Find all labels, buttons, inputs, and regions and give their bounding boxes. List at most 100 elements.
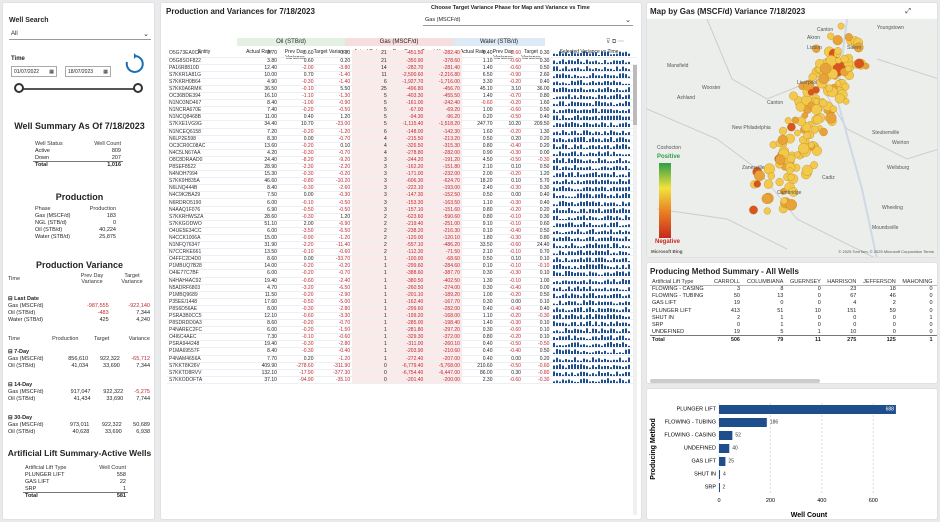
refresh-icon[interactable]	[123, 53, 145, 75]
table-row[interactable]: P4NAM4656A 7.70 0.20 -1.20 1 -272.40 -207.00 0.…	[167, 355, 637, 363]
table-row[interactable]: S7KKTD8RVV 132.10 -17.90 -377.30 0 -6,754.40-…	[167, 369, 637, 377]
table-row[interactable]: N4NOH7994 15.30 -0.30 -0.20 3 -171.00 -232.00 2…	[167, 170, 637, 179]
sparkline-bar	[565, 144, 568, 149]
time-slider-start-handle[interactable]	[14, 83, 24, 93]
period-14-day-table[interactable]: ⊟ 14-Day Gas (MSCF/d) 917,047 922,322 -5,27…	[6, 381, 152, 403]
well-map-marker	[780, 197, 788, 205]
sparkline-bar	[571, 80, 574, 85]
table-row[interactable]: N1NO3ND467 8.40 -1.00 -0.90 5 -161.00 -242.40-…	[167, 99, 637, 108]
column-header[interactable]: Artificial Lift Type	[652, 279, 694, 285]
sparkline-bar	[616, 132, 619, 135]
period-7-day-table[interactable]: ⊟ 7-Day Gas (MSCF/d) 856,610 922,322 -65,71…	[6, 348, 152, 370]
column-header[interactable]: GUERNSEY	[789, 279, 821, 285]
sparkline-bar	[577, 307, 580, 312]
table-row[interactable]: P8SDRDD0A3 8.60 -0.20 -0.70 1 -285.00 -198.40 1…	[167, 319, 637, 328]
table-row[interactable]: S7KK0A6RMK 36.50 -0.10 5.50 25 -496.80 -456.70…	[167, 85, 637, 94]
filter-icon[interactable]: ⊽ ⧉ ⋯	[606, 39, 625, 45]
table-row[interactable]: S7KKR1A81G 10.00 0.70 -1.40 11 -2,500.60 -2,21…	[167, 71, 637, 79]
table-row[interactable]: N1NCQ8468B 11.00 0.40 1.20 5 -94.30 -96.20 0.20…	[167, 113, 637, 122]
water-group-header: Water (STB/d)	[453, 38, 545, 46]
column-header[interactable]: CARROLL	[714, 279, 740, 285]
table-row[interactable]: N4HAH4AC92 19.40 -0.60 -2.40 1 -380.50 -402.50…	[167, 277, 637, 285]
period-30-day-table[interactable]: ⊟ 30-Day Gas (MSCF/d) 973,011 922,322 50,68…	[6, 414, 152, 436]
period-toggle[interactable]: ⊟ 14-Day	[8, 381, 33, 388]
sparkline-bar	[589, 138, 592, 142]
table-scrollbar[interactable]	[633, 65, 637, 515]
table-row[interactable]: OC36BDE394 16.10 -1.10 -1.30 5 -403.30 -455.50…	[167, 92, 637, 101]
table-row[interactable]: OC3CR0C08AC 13.60 -0.20 0.10 4 -326.50 -315.30…	[167, 142, 637, 150]
sparkline-bar	[604, 258, 607, 263]
table-row[interactable]: S7KKRH0B64 4.90 -0.30 -1.40 6 -1,927.70 -1,716…	[167, 78, 637, 86]
time-slider-track[interactable]	[19, 88, 139, 90]
table-row[interactable]: N1NCEQ6158 7.20 -0.20 -1.20 6 -148.00 -142.30 1…	[167, 128, 637, 136]
last-date-table[interactable]: ⊟ Last Date Gas (MSCF/d) -987,555 -922,140…	[6, 295, 152, 324]
table-row[interactable]: N4AAQ1F076 6.90 -0.50 -0.50 3 -157.10 -151.60 0…	[167, 206, 637, 214]
variance-sparkline	[551, 135, 637, 143]
table-row[interactable]: N6LNQ444B 8.40 -0.30 -2.60 3 -222.10 -193.00 2.…	[167, 184, 637, 193]
column-header[interactable]: MAHONING	[902, 279, 933, 285]
table-row[interactable]: S7KKODOFTA 37.10 -94.90 -35.10 0 -201.40 -200.…	[167, 376, 637, 384]
map-place-label: Cambridge	[777, 190, 802, 196]
table-row[interactable]: N1NCRA670E 7.40 -0.20 -0.50 5 -67.00 -69.20 1.0…	[167, 106, 637, 115]
table-row[interactable]: O4UE5E34CC 6.00 -3.50 -6.50 2 -238.20 -216.30 0…	[167, 227, 637, 235]
table-row[interactable]: O4IE77C7BF 6.00 -0.20 -0.70 1 -388.60 -387.70 0…	[167, 269, 637, 278]
sparkline-bar	[613, 90, 616, 93]
table-row[interactable]: P1MA69557F 8.40 -0.30 -0.40 1 -203.90 -210.60 0…	[167, 347, 637, 356]
sparkline-bar	[580, 239, 583, 241]
table-row: FLOWING - TUBING50130674600	[652, 293, 933, 300]
sparkline-bar	[607, 202, 610, 206]
sparkline-bar	[559, 51, 562, 57]
table-row[interactable]: P8S6D56AE 8.00 -0.30 -2.80 1 -299.60 -282.00 0.…	[167, 305, 637, 313]
well-search-dropdown[interactable]: All ⌄	[9, 29, 151, 40]
focus-mode-icon[interactable]: ⤢	[905, 8, 911, 15]
table-row[interactable]: P1MBUQ7B28 14.00 -0.20 -0.20 1 -299.60 -284.60…	[167, 262, 637, 271]
date-from-input[interactable]: 01/07/2022 ▦	[11, 66, 57, 77]
well-map-marker	[819, 99, 828, 108]
table-row[interactable]: N4CCK1006A 15.00 -0.90 -1.20 2 -120.00 -120.10…	[167, 234, 637, 243]
sparkline-bar	[610, 82, 613, 85]
table-row[interactable]: S7KKT8K26V 409.90 -278.60 -311.90 0 -6,779.40…	[167, 362, 637, 370]
table-row[interactable]: PSRA3B0CC5 12.10 -0.60 -3.30 1 -199.20 -168.00…	[167, 312, 637, 321]
table-row[interactable]: P4NAREC2FC 6.00 -0.20 -1.50 1 -281.80 -297.20 0…	[167, 326, 637, 335]
table-row[interactable]: N7CCRKE661 13.50 -0.10 -0.60 2 -112.30 -71.50 2…	[167, 248, 637, 257]
sparkline-bar	[559, 309, 562, 312]
sparkline-bar	[592, 124, 595, 128]
table-row[interactable]: P1MBQ9689 11.50 -0.20 -2.90 1 -201.10 -189.20 1…	[167, 291, 637, 299]
table-row[interactable]: N6LP2E598 8.30 0.00 -0.70 4 -215.50 -213.20 0.5…	[167, 135, 637, 143]
sparkline-bar	[592, 104, 595, 107]
table-row[interactable]: N4C5LN67AA 4.20 -0.30 -0.70 4 -278.80 -282.00 0…	[167, 149, 637, 157]
table-row[interactable]: P8SEF8522 28.90 -2.30 -2.20 3 -162.20 -151.80 2…	[167, 163, 637, 172]
table-row[interactable]: PSRA944248 19.40 -0.30 -2.80 1 -311.00 -260.10…	[167, 340, 637, 349]
table-row[interactable]: O4I6C4AEC 7.30 -0.10 -0.60 1 -329.30 -372.00 0.…	[167, 333, 637, 342]
column-header[interactable]: COLUMBIANA	[747, 279, 784, 285]
table-row[interactable]: O4FFC2D4D0 8.60 0.00 -33.70 1 -100.00 -68.60 0.…	[167, 255, 637, 264]
horizontal-scrollbar[interactable]	[650, 379, 820, 383]
table-row[interactable]: S7KXE1VG9G 34.40 10.70 -23.00 5 -1,115.40 -1,5…	[167, 120, 637, 129]
date-to-input[interactable]: 18/07/2023 ▦	[65, 66, 111, 77]
period-toggle[interactable]: ⊟ 30-Day	[8, 414, 33, 421]
table-row[interactable]: P35EE/1448 17.60 -0.50 -5.00 1 -162.40 -167.70…	[167, 298, 637, 306]
phase-dropdown[interactable]: Gas (MSCF/d) ⌄	[423, 15, 633, 26]
variance-sparkline	[551, 149, 637, 157]
table-row[interactable]: S7KK9H835A 46.60 -0.80 -10.20 3 -606.30 -624.7…	[167, 177, 637, 186]
table-row[interactable]: N6RDRO5190 6.00 -0.10 -0.50 3 -153.30 -163.50 1…	[167, 198, 637, 207]
column-header[interactable]: HARRISON	[827, 279, 857, 285]
sparkline-bar	[607, 103, 610, 107]
period-toggle[interactable]: ⊟ 7-Day	[8, 348, 30, 355]
table-row[interactable]: O8C8DRAAD0 24.40 -8.20 -9.20 3 -244.20 -191.20…	[167, 156, 637, 165]
table-row[interactable]: S7KKGODWO 51.10 2.00 -6.90 2 -219.40 -251.00 9.…	[167, 220, 637, 228]
table-row[interactable]: N4C9K2BA29 7.50 0.00 -0.30 3 -147.30 -152.50 0.…	[167, 191, 637, 200]
table-row[interactable]: O5G8SOF822 3.80 0.60 0.20 21 -350.90 -378.60 1.…	[167, 57, 637, 65]
map-place-label: Akron	[807, 35, 820, 41]
table-row[interactable]: PA16R8810D 12.40 -2.00 -3.80 14 -282.70 -281.4…	[167, 64, 637, 72]
map-canvas[interactable]: CantonSalemLisbonYoungstownMansfieldAkro…	[647, 19, 938, 258]
table-row[interactable]: S7KKRHWSZA 28.60 -0.30 1.20 2 -623.60 -590.60 0…	[167, 213, 637, 221]
table-row[interactable]: N5ADRF6803 4.70 -3.20 -6.50 1 -260.50 -274.00 0…	[167, 284, 637, 292]
well-map-marker	[812, 86, 820, 94]
column-header[interactable]: JEFFERSON	[863, 279, 896, 285]
table-row[interactable]: N1NFQ76347 31.90 -2.20 -11.40 2 -557.10 -486.2…	[167, 241, 637, 250]
sparkline-bar	[607, 266, 610, 270]
table-row[interactable]: O5G73EA0CA 3.70 0.60 0.10 21 -451.50 -282.40 0.…	[167, 50, 637, 58]
last-date-toggle[interactable]: ⊟ Last Date	[8, 295, 39, 302]
time-slider-end-handle[interactable]	[133, 83, 143, 93]
